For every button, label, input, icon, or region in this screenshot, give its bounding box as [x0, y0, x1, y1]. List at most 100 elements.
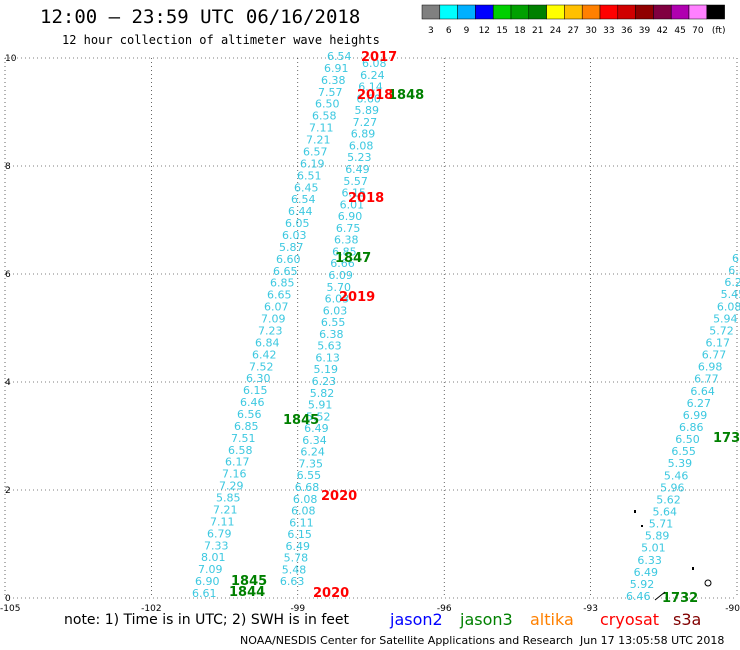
- wave-height-label: 6.15: [287, 528, 312, 541]
- wave-height-label: 5.45: [721, 288, 740, 301]
- map-title: 12:00 — 23:59 UTC 06/16/2018: [40, 6, 361, 28]
- wave-height-label: 6.08: [293, 493, 318, 506]
- colorbar-swatch: [706, 4, 725, 20]
- jason3-time-label: 1845: [231, 574, 267, 589]
- footer-timestamp: Jun 17 13:05:58 UTC 2018: [580, 634, 725, 647]
- x-tick-label: -90: [725, 604, 740, 614]
- wave-height-label: 6.99: [683, 409, 708, 422]
- wave-height-label: 6.07: [264, 301, 289, 314]
- colorbar-label: 9: [464, 26, 470, 36]
- wave-height-label: 6.58: [312, 110, 337, 123]
- wave-height-label: 7.23: [258, 324, 283, 337]
- footer-note: note: 1) Time is in UTC; 2) SWH is in fe…: [64, 612, 350, 628]
- wave-height-label: 6.03: [323, 304, 348, 317]
- cryosat-time-label: 2019: [339, 290, 375, 305]
- jason3-time-label: 173: [713, 431, 740, 446]
- cryosat-time-label: 2018: [348, 191, 384, 206]
- wave-height-label: 5.78: [284, 552, 309, 565]
- wave-height-label: 6.17: [706, 337, 731, 350]
- wave-height-label: 6.61: [192, 587, 217, 600]
- wave-height-label: 7.57: [318, 86, 343, 99]
- wave-height-label: 6.65: [273, 265, 298, 278]
- wave-height-label: 6.75: [336, 222, 361, 235]
- cryosat-time-label: 2017: [361, 50, 397, 65]
- y-tick-label: 2: [5, 486, 11, 496]
- legend-jason3: jason3: [460, 610, 513, 629]
- x-tick-label: -102: [141, 604, 161, 614]
- jason3-time-label: 1848: [388, 88, 424, 103]
- colorbar-label: 30: [585, 26, 597, 36]
- track-b-wave-heights: 6.56.56.245.456.085.945.726.176.776.986.…: [626, 252, 740, 603]
- colorbar-label: (ft): [712, 26, 726, 36]
- legend-jason2: jason2: [390, 610, 443, 629]
- legend-cryosat: cryosat: [600, 610, 660, 629]
- x-tick-label: -93: [583, 604, 598, 614]
- wave-height-label: 6.13: [315, 351, 340, 364]
- wave-height-label: 8.01: [201, 551, 226, 564]
- wave-height-label: 5.72: [709, 324, 734, 337]
- colorbar-label: 18: [514, 26, 526, 36]
- wave-height-label: 6.08: [717, 300, 740, 313]
- wave-height-label: 6.98: [698, 361, 723, 374]
- wave-height-label: 6.17: [225, 456, 250, 469]
- time-labels: 1848184718451845184417317322017201820182…: [229, 50, 740, 606]
- wave-height-label: 6.38: [321, 74, 346, 87]
- wave-height-label: 7.21: [213, 503, 238, 516]
- wave-height-label: 6.50: [675, 433, 700, 446]
- wave-height-label: 6.50: [315, 98, 340, 111]
- colorbar-swatch: [599, 4, 619, 20]
- colorbar-label: 45: [674, 26, 685, 36]
- wave-height-label: 6.01: [340, 198, 365, 211]
- x-tick-label: -99: [290, 604, 305, 614]
- track-a-wave-heights: 6.54 6.08 6.91 6.24 6.38 6.14 7.57 6.60 6.50 5.89…: [192, 50, 387, 600]
- wave-height-label: 6.68: [295, 481, 320, 494]
- wave-height-label: 5.71: [649, 518, 674, 531]
- cryosat-time-label: 2018: [357, 88, 393, 103]
- colorbar-swatch: [653, 4, 672, 20]
- colorbar-swatch: [510, 4, 530, 20]
- x-tick-label: -96: [437, 604, 452, 614]
- wave-height-label: 5.62: [656, 493, 681, 506]
- wave-height-label: 6.49: [634, 566, 659, 579]
- jason3-time-label: 1845: [283, 413, 319, 428]
- wave-height-label: 6.79: [207, 527, 232, 540]
- wave-height-label: 5.91: [308, 399, 333, 412]
- wave-height-label: 6.60: [356, 92, 381, 105]
- wave-height-label: 6.66: [330, 257, 355, 270]
- wave-height-label: 7.29: [219, 480, 244, 493]
- wave-height-label: 5.87: [279, 241, 304, 254]
- wave-height-label: 6.23: [312, 375, 337, 388]
- colorbar-label: 27: [568, 26, 579, 36]
- wave-height-label: 6.15: [341, 187, 366, 200]
- wave-height-label: 6.11: [289, 516, 314, 529]
- colorbar-swatch: [421, 4, 441, 20]
- colorbar-swatch: [475, 4, 494, 20]
- wave-height-label: 6.90: [338, 210, 363, 223]
- colorbar-label: 36: [621, 26, 633, 36]
- wave-height-label: 6.77: [694, 373, 719, 386]
- wave-height-label: 6.49: [304, 422, 329, 435]
- wave-height-label: 6.24: [300, 446, 325, 459]
- wave-height-label: 5.39: [668, 457, 693, 470]
- cryosat-time-label: 2020: [313, 586, 349, 601]
- wave-height-label: 7.09: [261, 313, 286, 326]
- map-subtitle: 12 hour collection of altimeter wave hei…: [62, 33, 380, 47]
- wave-height-label: 5.85: [216, 492, 241, 505]
- wave-height-label: 6.08: [349, 139, 374, 152]
- wave-height-label: 6.09: [328, 269, 353, 282]
- cryosat-time-label: 2020: [321, 489, 357, 504]
- wave-height-label: 6.65: [267, 289, 292, 302]
- wave-height-label: 7.27: [353, 116, 378, 129]
- wave-height-label: 6.27: [687, 397, 712, 410]
- y-tick-label: 0: [5, 594, 11, 604]
- wave-height-label: 5.19: [313, 363, 338, 376]
- wave-height-label: 6.86: [679, 421, 704, 434]
- wave-height-label: 6.91: [324, 62, 349, 75]
- colorbar-swatch: [439, 4, 458, 20]
- coastline-marks: [634, 510, 712, 601]
- wave-height-label: 6.85: [234, 420, 259, 433]
- wave-height-label: 6.55: [321, 316, 346, 329]
- footer-credit: NOAA/NESDIS Center for Satellite Applica…: [240, 634, 574, 647]
- colorbar-label: 12: [479, 26, 490, 36]
